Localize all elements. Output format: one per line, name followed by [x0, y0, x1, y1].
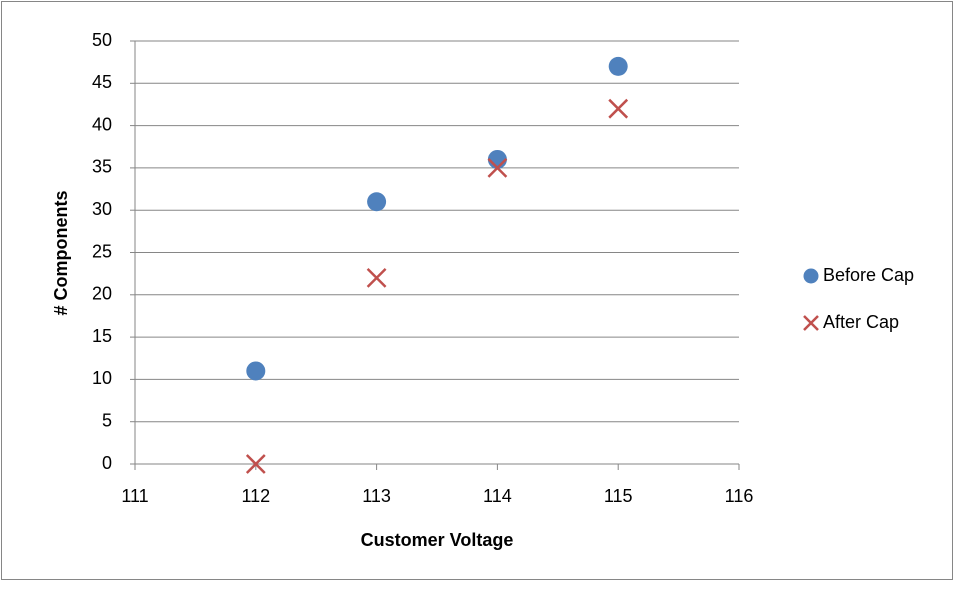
legend-marker	[803, 268, 819, 284]
chart-border	[1, 1, 953, 580]
legend-label: After Cap	[823, 312, 899, 332]
x-axis-title: Customer Voltage	[361, 530, 514, 550]
x-tick-label: 112	[241, 486, 270, 506]
legend-label: Before Cap	[823, 265, 914, 285]
x-tick-label: 116	[725, 486, 754, 506]
x-tick-label: 111	[121, 486, 148, 506]
y-tick-label: 35	[92, 157, 112, 177]
y-tick-label: 5	[102, 410, 112, 430]
data-point	[608, 98, 629, 119]
y-axis-title: # Components	[51, 190, 71, 315]
y-tick-label: 45	[92, 72, 112, 92]
data-point	[487, 158, 508, 178]
y-tick-label: 40	[92, 114, 112, 134]
y-tick-label: 20	[92, 284, 112, 304]
data-point	[246, 361, 266, 381]
y-tick-label: 0	[102, 453, 112, 473]
data-point	[487, 149, 507, 169]
x-tick-label: 115	[604, 486, 633, 506]
data-point	[367, 192, 387, 212]
y-tick-label: 25	[92, 241, 112, 261]
y-tick-label: 10	[92, 368, 112, 388]
legend-marker	[803, 315, 819, 331]
data-point	[366, 267, 387, 288]
y-tick-label: 50	[92, 30, 112, 50]
x-tick-label: 113	[362, 486, 391, 506]
data-point	[608, 56, 628, 76]
data-point	[245, 454, 266, 474]
x-tick-label: 114	[483, 486, 512, 506]
y-tick-label: 30	[92, 199, 112, 219]
y-tick-label: 15	[92, 326, 112, 346]
